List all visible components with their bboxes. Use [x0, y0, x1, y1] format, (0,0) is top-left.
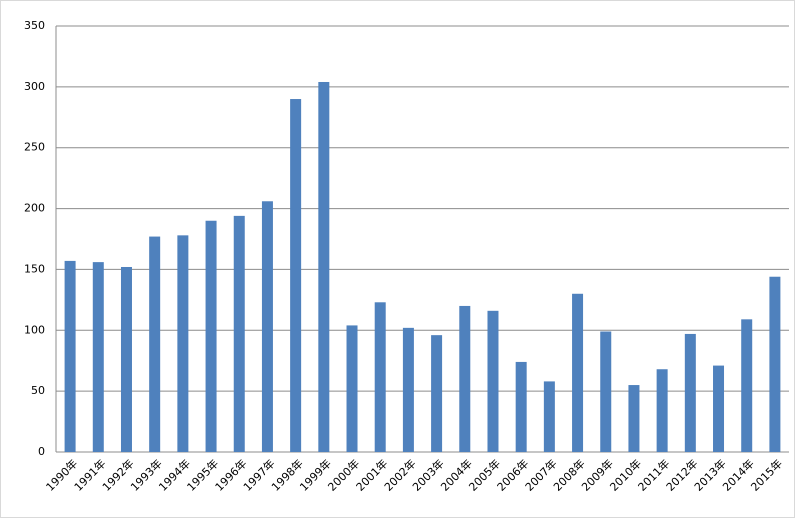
- y-tick-label: 0: [38, 445, 45, 458]
- y-tick-label: 50: [31, 384, 45, 397]
- bar: [92, 262, 104, 452]
- y-tick-label: 250: [24, 141, 45, 154]
- bar: [318, 81, 330, 452]
- bar: [628, 385, 640, 452]
- bar: [769, 276, 781, 452]
- bar: [713, 365, 725, 452]
- y-tick-label: 100: [24, 323, 45, 336]
- bar: [572, 293, 584, 452]
- bar: [600, 331, 612, 452]
- bar: [177, 235, 189, 452]
- bar: [543, 381, 555, 452]
- y-tick-label: 300: [24, 80, 45, 93]
- bar: [656, 369, 668, 452]
- bar: [261, 201, 273, 452]
- bar: [64, 260, 76, 452]
- bar: [402, 327, 414, 452]
- bar: [374, 302, 386, 452]
- bar: [346, 325, 358, 452]
- bar: [149, 236, 161, 452]
- y-tick-label: 200: [24, 202, 45, 215]
- bar: [515, 361, 527, 452]
- bar: [233, 215, 245, 452]
- bar: [684, 333, 696, 452]
- bar: [431, 335, 443, 452]
- bar: [290, 99, 302, 453]
- bar: [120, 266, 132, 452]
- y-tick-label: 150: [24, 262, 45, 275]
- bar: [487, 310, 499, 452]
- y-tick-label: 350: [24, 19, 45, 32]
- bar: [741, 319, 753, 452]
- bar: [205, 220, 217, 452]
- bar: [459, 305, 471, 452]
